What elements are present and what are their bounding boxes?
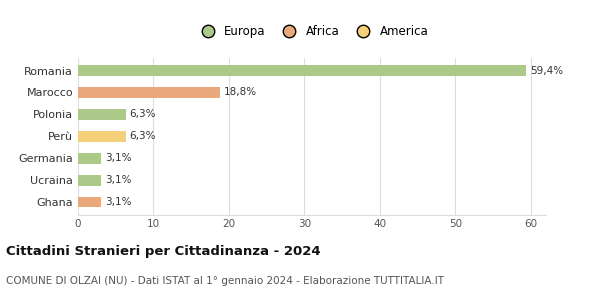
Text: Cittadini Stranieri per Cittadinanza - 2024: Cittadini Stranieri per Cittadinanza - 2… [6,245,320,258]
Text: 18,8%: 18,8% [224,88,257,97]
Text: 6,3%: 6,3% [130,109,156,119]
Legend: Europa, Africa, America: Europa, Africa, America [191,20,433,43]
Text: 3,1%: 3,1% [105,153,131,163]
Bar [78,87,220,98]
Text: 6,3%: 6,3% [130,131,156,141]
Text: COMUNE DI OLZAI (NU) - Dati ISTAT al 1° gennaio 2024 - Elaborazione TUTTITALIA.I: COMUNE DI OLZAI (NU) - Dati ISTAT al 1° … [6,276,444,286]
Text: 3,1%: 3,1% [105,175,131,185]
Bar [78,153,101,164]
Bar [78,131,125,142]
Bar [78,65,526,76]
Text: 59,4%: 59,4% [530,66,563,76]
Bar [78,109,125,120]
Bar [78,197,101,207]
Bar [78,175,101,186]
Text: 3,1%: 3,1% [105,197,131,207]
